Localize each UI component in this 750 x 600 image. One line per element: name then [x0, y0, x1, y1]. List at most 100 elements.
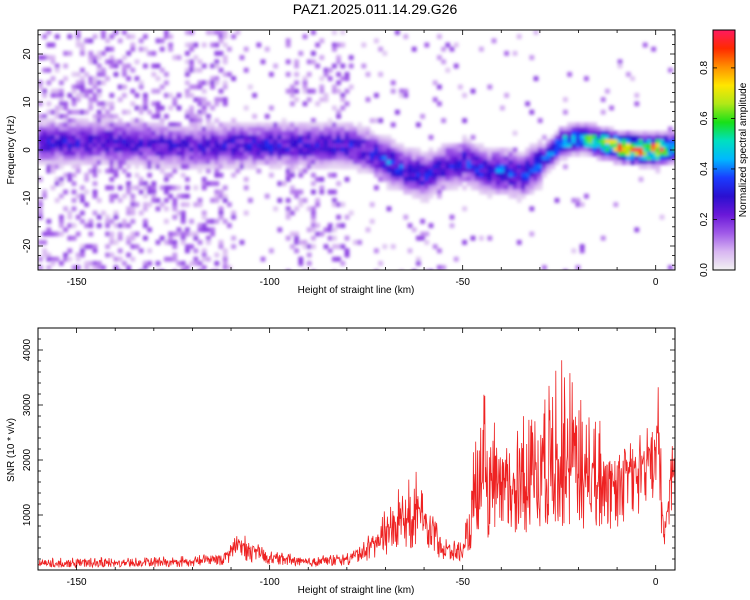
spectrogram-cell	[462, 206, 467, 212]
spectrogram-cell	[260, 126, 266, 132]
spectrogram-cell	[277, 130, 283, 136]
spectrogram-cell	[75, 231, 81, 237]
spectrogram-cell	[512, 156, 518, 161]
spectrogram-cell	[63, 156, 68, 161]
spectrogram-cell	[63, 256, 68, 262]
spectrogram-cell	[214, 151, 220, 157]
spectrogram-cell	[462, 156, 467, 161]
spectrogram-cell	[80, 151, 85, 157]
spectrogram-cell	[109, 118, 115, 123]
spectrogram-cell	[147, 143, 152, 149]
spectrogram-cell	[428, 172, 434, 178]
spectrogram-cell	[554, 156, 560, 161]
spectrogram-cell	[437, 185, 442, 191]
spectrogram-cell	[113, 63, 119, 69]
spectrogram-cell	[458, 160, 463, 165]
spectrogram-cell	[210, 42, 215, 48]
spectrogram-cell	[46, 42, 52, 48]
spectrogram-cell	[466, 151, 472, 157]
spectrogram-cell	[554, 135, 560, 140]
spectrogram-cell	[327, 143, 333, 149]
spectrogram-cell	[663, 147, 669, 153]
spectrogram-cell	[75, 109, 81, 115]
spectrogram-cell	[424, 189, 430, 195]
spectrogram-cell	[63, 114, 68, 119]
spectrogram-cell	[634, 156, 640, 161]
spectrogram-cell	[101, 143, 106, 149]
spectrogram-cell	[294, 126, 299, 132]
spectrogram-cell	[84, 244, 89, 249]
spectrogram-cell	[521, 181, 526, 186]
spectrogram-cell	[525, 151, 530, 157]
spectrogram-cell	[84, 130, 89, 136]
spectrogram-cell	[185, 244, 190, 249]
spectrogram-cell	[260, 160, 266, 165]
spectrogram-cell	[176, 135, 182, 140]
spectrogram-cell	[126, 235, 131, 241]
spectrogram-cell	[382, 168, 388, 174]
spectrogram-cell	[306, 252, 312, 258]
spectrogram-cell	[138, 122, 144, 128]
spectrogram-cell	[189, 164, 194, 170]
spectrogram-cell	[109, 101, 115, 107]
spectrogram-cell	[306, 59, 312, 65]
spectrogram-cell	[197, 114, 203, 119]
spectrogram-cell	[311, 181, 316, 186]
spectrogram-cell	[243, 210, 249, 216]
spectrogram-cell	[189, 59, 194, 65]
spectrogram-cell	[105, 223, 110, 228]
spectrogram-cell	[231, 130, 236, 136]
spectrogram-cell	[206, 130, 211, 136]
spectrogram-cell	[369, 143, 375, 149]
spectrogram-cell	[130, 202, 136, 207]
spectrogram-cell	[336, 139, 341, 144]
spectrogram-cell	[42, 231, 47, 237]
spectrogram-cell	[487, 168, 493, 174]
spectrogram-cell	[294, 160, 299, 165]
spectrogram-cell	[164, 198, 169, 203]
spectrogram-cell	[327, 151, 333, 157]
spectrogram-cell	[311, 214, 316, 220]
spectrogram-cell	[521, 160, 526, 165]
spectrogram-y-tick-label: -10	[22, 190, 33, 205]
spectrogram-cell	[42, 114, 47, 119]
spectrogram-cell	[294, 130, 299, 136]
spectrogram-cell	[537, 181, 543, 186]
spectrogram-cell	[441, 168, 446, 174]
spectrogram-cell	[222, 252, 228, 258]
spectrogram-cell	[340, 143, 346, 149]
spectrogram-cell	[483, 151, 488, 157]
spectrogram-cell	[84, 93, 89, 98]
spectrogram-cell	[105, 109, 110, 115]
spectrogram-cell	[546, 147, 551, 153]
spectrogram-cell	[277, 147, 283, 153]
spectrogram-cell	[185, 231, 190, 237]
spectrogram-cell	[487, 181, 493, 186]
spectrogram-cell	[227, 72, 232, 77]
spectrogram-cell	[512, 147, 518, 153]
spectrogram-cell	[197, 130, 203, 136]
spectrogram-cell	[130, 42, 136, 48]
spectrogram-cell	[222, 198, 228, 203]
spectrogram-cell	[306, 227, 312, 233]
spectrogram-cell	[584, 130, 589, 136]
spectrogram-cell	[185, 51, 190, 56]
spectrogram-cell	[378, 172, 383, 178]
spectrogram-cell	[96, 139, 102, 144]
spectrogram-cell	[147, 109, 152, 115]
spectrogram-cell	[218, 126, 224, 132]
spectrogram-cell	[336, 42, 341, 48]
spectrogram-cell	[59, 135, 64, 140]
spectrogram-cell	[302, 151, 308, 157]
spectrogram-cell	[521, 189, 526, 195]
spectrogram-cell	[332, 88, 337, 94]
spectrogram-cell	[348, 63, 354, 69]
spectrogram-cell	[571, 139, 577, 144]
spectrogram-cell	[508, 147, 514, 153]
spectrogram-cell	[151, 164, 157, 170]
spectrogram-cell	[403, 156, 409, 161]
spectrogram-cell	[390, 80, 396, 86]
spectrogram-cell	[67, 147, 73, 153]
spectrogram-cell	[113, 210, 119, 216]
spectrogram-cell	[420, 156, 425, 161]
